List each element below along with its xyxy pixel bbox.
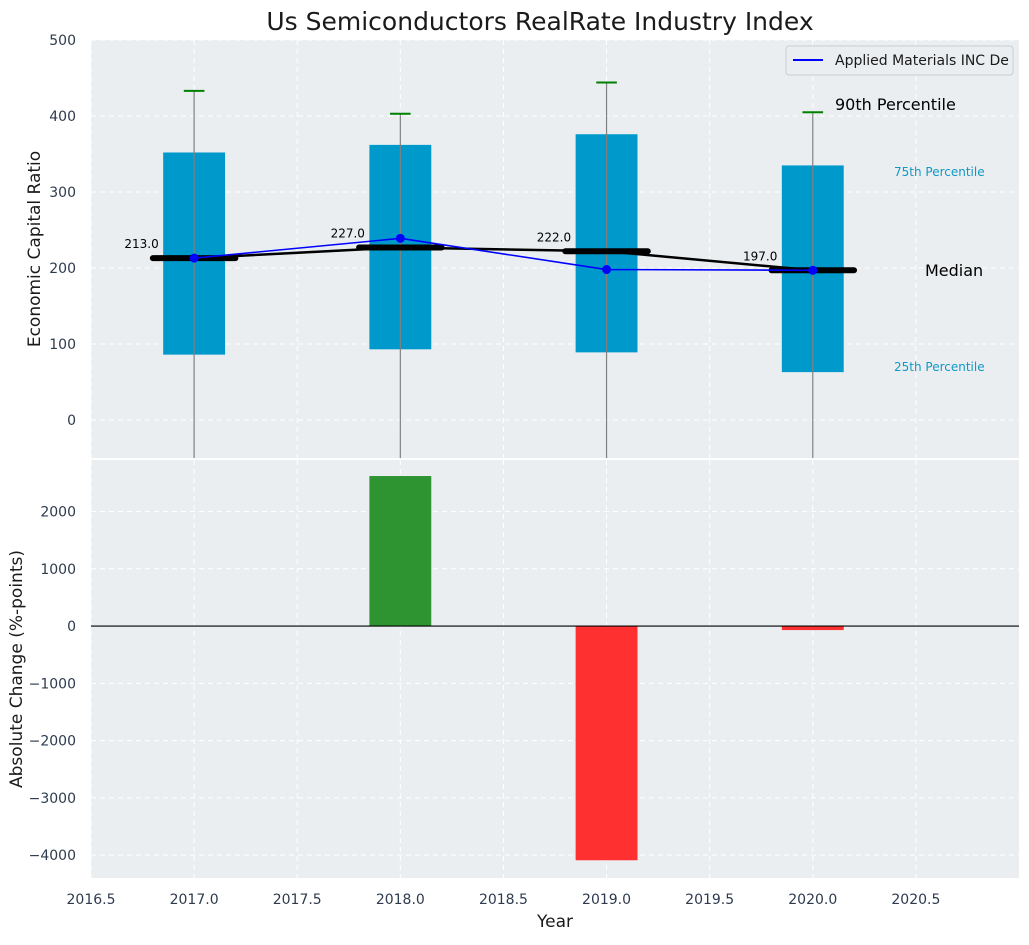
- bottom-y-tick-label: 2000: [40, 505, 76, 521]
- top-plot-background: [91, 40, 1019, 458]
- x-tick-label: 2018.0: [376, 892, 425, 908]
- median-trend-line: [194, 246, 813, 272]
- legend: Applied Materials INC De: [785, 45, 1014, 76]
- bottom-y-tick-label: −3000: [29, 791, 76, 807]
- change-bar-positive: [369, 476, 432, 627]
- bottom-y-tick-label: −2000: [29, 734, 76, 750]
- top-y-tick-label: 400: [49, 109, 76, 125]
- x-tick-label: 2020.0: [788, 892, 837, 908]
- bottom-marks: [91, 476, 1019, 861]
- legend-label: Applied Materials INC De: [835, 53, 1009, 69]
- annotation-25th-percentile: 25th Percentile: [894, 360, 985, 374]
- series-point: [189, 253, 199, 263]
- bottom-y-axis-label: Absolute Change (%-points): [7, 550, 27, 788]
- annotation-90th-percentile: 90th Percentile: [835, 95, 956, 114]
- bottom-y-ticks: 2000 1000 0 −1000 −2000 −3000 −4000: [29, 505, 76, 865]
- series-point: [808, 265, 818, 275]
- top-y-tick-label: 0: [67, 413, 76, 429]
- series-line: [194, 237, 813, 272]
- top-y-axis-label: Economic Capital Ratio: [25, 151, 45, 347]
- x-tick-label: 2018.5: [479, 892, 528, 908]
- series-point: [602, 265, 612, 275]
- chart-title: Us Semiconductors RealRate Industry Inde…: [266, 7, 813, 36]
- top-marks: 213.0 227.0 222.0 197.0: [124, 81, 858, 458]
- change-bar-negative: [575, 626, 638, 861]
- top-y-tick-label: 500: [49, 33, 76, 49]
- x-tick-label: 2019.0: [582, 892, 631, 908]
- x-tick-label: 2020.5: [891, 892, 940, 908]
- top-y-tick-label: 300: [49, 185, 76, 201]
- bottom-y-tick-label: −4000: [29, 848, 76, 864]
- x-tick-label: 2017.0: [170, 892, 219, 908]
- annotation-75th-percentile: 75th Percentile: [894, 165, 985, 179]
- x-tick-label: 2019.5: [685, 892, 734, 908]
- bottom-plot-background: [91, 460, 1019, 878]
- x-ticks: 2016.5 2017.0 2017.5 2018.0 2018.5 2019.0 2019…: [67, 892, 941, 908]
- bottom-y-tick-label: 0: [67, 619, 76, 635]
- annotation-median: Median: [925, 261, 983, 280]
- median-value-label: 222.0: [537, 230, 571, 244]
- x-tick-label: 2016.5: [67, 892, 116, 908]
- x-axis-label: Year: [536, 912, 573, 932]
- median-value-label: 213.0: [124, 237, 158, 251]
- change-bar-negative: [781, 626, 844, 631]
- legend-box: [785, 45, 1014, 76]
- bottom-y-tick-label: −1000: [29, 676, 76, 692]
- x-tick-label: 2017.5: [273, 892, 322, 908]
- top-y-tick-label: 200: [49, 261, 76, 277]
- top-y-tick-label: 100: [49, 337, 76, 353]
- bottom-y-tick-label: 1000: [40, 562, 76, 578]
- series-point: [395, 233, 405, 243]
- top-panel: 213.0 227.0 222.0 197.0 500 400 300 200 100 0 Us…: [25, 7, 1019, 458]
- bottom-panel: 2000 1000 0 −1000 −2000 −3000 −4000 2016.5 2017…: [7, 460, 1019, 932]
- median-value-label: 197.0: [743, 249, 777, 263]
- top-y-ticks: 500 400 300 200 100 0: [49, 33, 76, 429]
- median-value-label: 227.0: [331, 226, 365, 240]
